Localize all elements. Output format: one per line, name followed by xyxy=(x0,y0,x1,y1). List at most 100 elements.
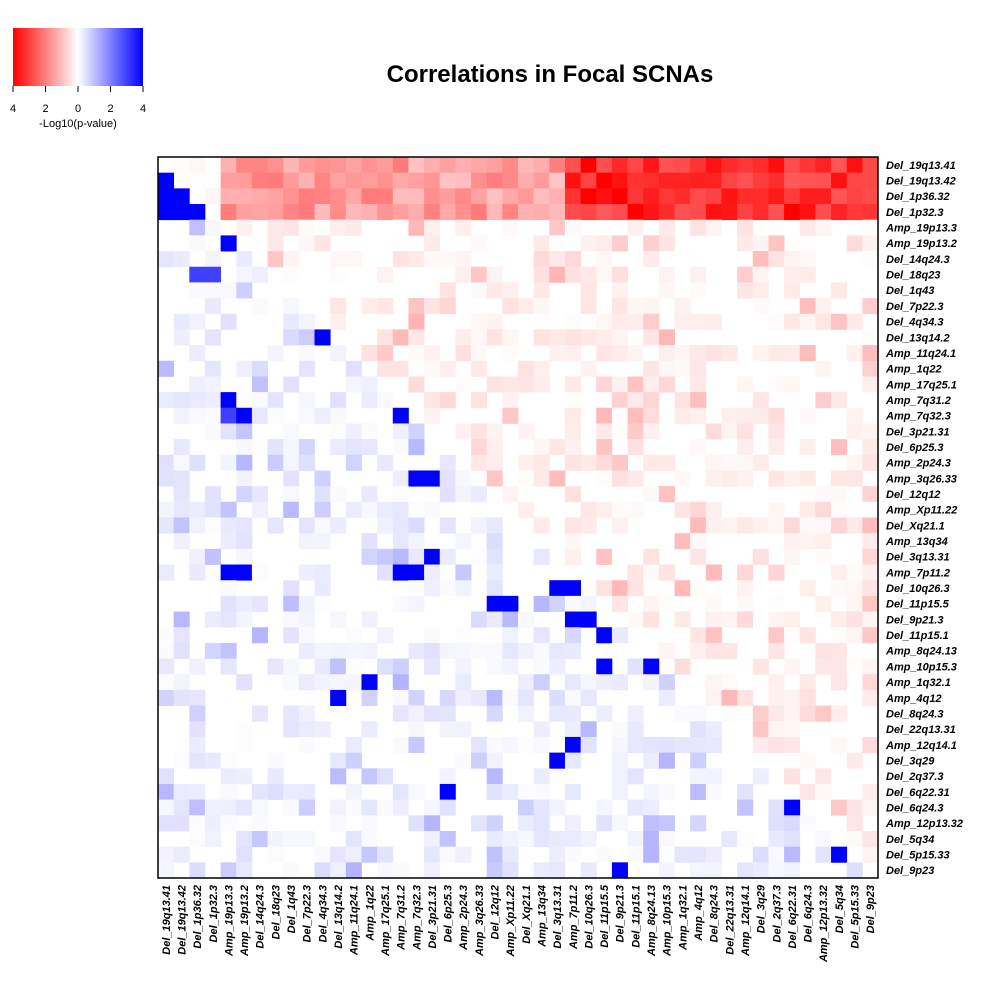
heatmap-cell xyxy=(611,752,628,769)
heatmap-cell xyxy=(486,830,503,848)
heatmap-cell xyxy=(502,689,519,706)
heatmap-cell xyxy=(564,611,582,628)
heatmap-cell xyxy=(752,282,769,299)
heatmap-cell xyxy=(173,501,190,518)
column-label: Amp_2p24.3 xyxy=(458,885,470,951)
heatmap-cell xyxy=(831,157,848,174)
heatmap-cell xyxy=(784,627,801,644)
heatmap-cell xyxy=(846,407,863,424)
heatmap-cell xyxy=(627,219,644,236)
heatmap-cell xyxy=(236,423,253,440)
heatmap-cell xyxy=(330,345,347,362)
heatmap-cell xyxy=(408,345,425,362)
legend-title: -Log10(p-value) xyxy=(39,118,117,130)
heatmap-cell xyxy=(408,533,425,550)
heatmap-cell xyxy=(846,830,863,848)
heatmap-cell xyxy=(236,360,253,377)
row-label: Del_2q37.3 xyxy=(886,771,943,783)
heatmap-cell xyxy=(502,345,519,362)
heatmap-cell xyxy=(189,282,206,299)
heatmap-cell xyxy=(173,627,190,644)
heatmap-cell xyxy=(533,799,550,816)
heatmap-cell xyxy=(189,564,206,581)
heatmap-cell xyxy=(471,329,488,346)
heatmap-cell xyxy=(846,157,863,174)
heatmap-cell xyxy=(799,345,816,362)
heatmap-cell xyxy=(408,360,425,377)
column-label: Del_1p36.32 xyxy=(192,885,204,949)
heatmap-cell xyxy=(251,486,268,503)
heatmap-cell xyxy=(377,157,394,174)
heatmap-cell xyxy=(768,642,785,659)
heatmap-cell xyxy=(533,282,550,299)
heatmap-cell xyxy=(330,313,347,330)
heatmap-cell xyxy=(377,501,394,518)
heatmap-cell xyxy=(173,251,190,268)
heatmap-cell xyxy=(471,313,488,330)
heatmap-cell xyxy=(220,172,237,189)
heatmap-cell xyxy=(439,517,456,534)
column-label: Del_1q43 xyxy=(286,885,298,933)
heatmap-cell xyxy=(424,580,441,597)
heatmap-cell xyxy=(690,768,707,785)
heatmap-cell xyxy=(377,799,394,816)
row-label: Del_10q26.3 xyxy=(886,583,950,595)
heatmap-cell xyxy=(486,548,503,565)
heatmap-cell xyxy=(298,172,315,189)
heatmap-cell xyxy=(643,188,660,205)
heatmap-cell xyxy=(298,564,315,581)
row-labels: Del_19q13.41 Del_19q13.42 Del_1p36.32 Del_1… xyxy=(885,160,963,877)
heatmap-cell xyxy=(768,439,785,456)
heatmap-cell xyxy=(658,783,675,801)
heatmap-cell xyxy=(721,642,738,659)
heatmap-cell xyxy=(345,501,362,518)
heatmap-cell xyxy=(737,564,754,581)
heatmap-cell xyxy=(752,407,769,424)
heatmap-cell xyxy=(580,674,597,691)
heatmap-cell xyxy=(345,454,362,471)
heatmap-cell xyxy=(236,517,253,534)
heatmap-cell xyxy=(705,595,722,612)
heatmap-cell xyxy=(596,392,613,409)
heatmap-cell xyxy=(345,376,362,393)
heatmap-cell xyxy=(862,376,879,393)
heatmap-cell xyxy=(846,627,863,644)
heatmap-cell xyxy=(643,564,660,581)
heatmap-cell xyxy=(564,830,582,848)
heatmap-cell xyxy=(392,188,409,205)
heatmap-cell xyxy=(471,689,488,706)
heatmap-cell xyxy=(330,219,347,236)
heatmap-cell xyxy=(784,548,801,565)
heatmap-cell xyxy=(862,548,879,565)
heatmap-cell xyxy=(674,658,691,675)
heatmap-cell xyxy=(862,454,879,471)
heatmap-cell xyxy=(549,846,566,863)
heatmap-cell xyxy=(643,799,660,816)
heatmap-cell xyxy=(439,548,456,565)
heatmap-cell xyxy=(486,157,503,174)
heatmap-cell xyxy=(330,768,347,785)
heatmap-cell xyxy=(392,658,409,675)
heatmap-cell xyxy=(596,204,613,221)
heatmap-cell xyxy=(471,360,488,377)
heatmap-cell xyxy=(424,548,441,565)
row-label: Amp_11q24.1 xyxy=(885,348,956,360)
heatmap-cell xyxy=(596,235,613,252)
heatmap-cell xyxy=(173,407,190,424)
column-label: Del_Xq21.1 xyxy=(521,885,533,944)
heatmap-cell xyxy=(658,752,675,769)
heatmap-cell xyxy=(580,862,597,879)
heatmap-cell xyxy=(518,501,535,518)
heatmap-cell xyxy=(862,846,879,863)
heatmap-cell xyxy=(643,329,660,346)
heatmap-cell xyxy=(564,721,582,738)
heatmap-cell xyxy=(690,862,707,879)
heatmap-cell xyxy=(533,188,550,205)
heatmap-cell xyxy=(768,721,785,738)
heatmap-cell xyxy=(314,595,331,612)
heatmap-cell xyxy=(737,799,754,816)
heatmap-cell xyxy=(549,689,566,706)
heatmap-cell xyxy=(486,470,503,487)
heatmap-cell xyxy=(784,658,801,675)
heatmap-cell xyxy=(486,846,503,863)
